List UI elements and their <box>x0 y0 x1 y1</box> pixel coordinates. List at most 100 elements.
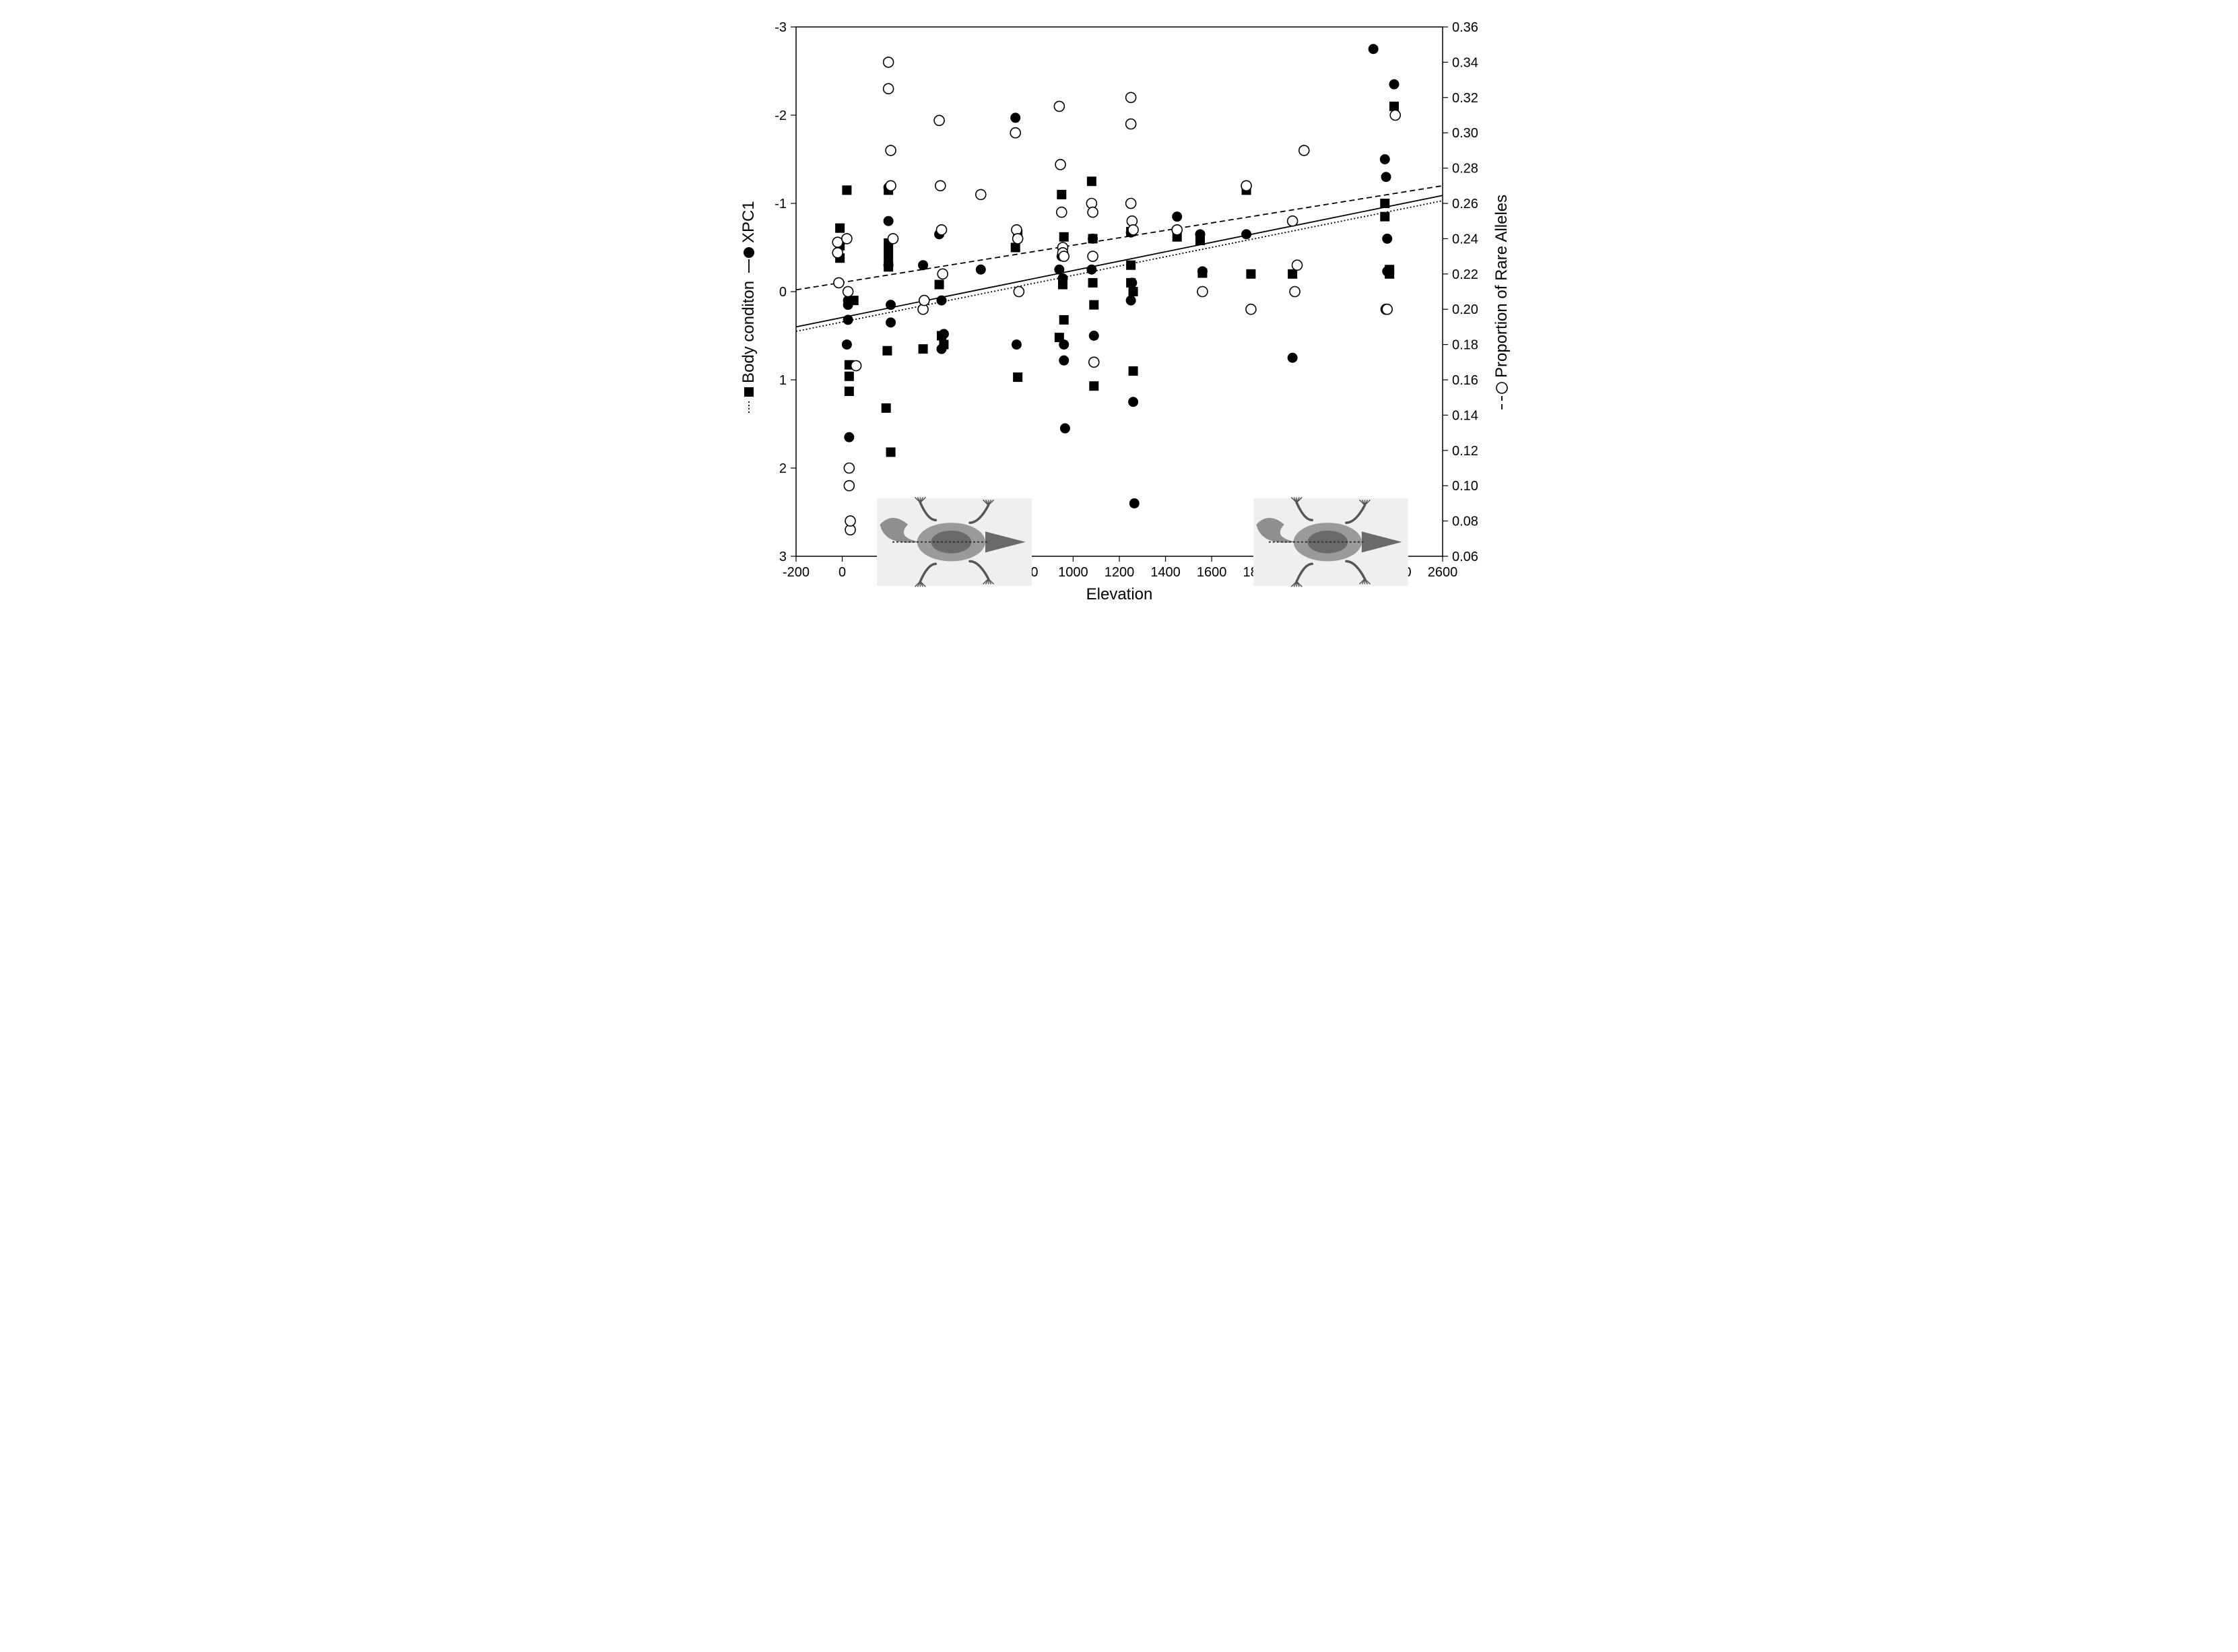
point-xpc1 <box>1368 44 1378 54</box>
point-body-condition <box>881 403 890 413</box>
point-rare-alleles <box>1197 287 1207 297</box>
point-body-condition <box>1380 199 1389 208</box>
point-rare-alleles <box>1287 216 1297 226</box>
point-xpc1 <box>1379 154 1389 164</box>
point-body-condition <box>1013 372 1022 382</box>
x-tick-label: 1600 <box>1196 565 1226 580</box>
point-body-condition <box>1126 261 1136 270</box>
point-xpc1 <box>1011 339 1021 350</box>
point-body-condition <box>886 447 895 457</box>
point-rare-alleles <box>888 234 898 244</box>
point-xpc1 <box>1381 172 1391 182</box>
x-tick-label: 1400 <box>1150 565 1181 580</box>
point-rare-alleles <box>883 57 893 67</box>
point-xpc1 <box>1057 273 1067 284</box>
point-body-condition <box>934 280 944 290</box>
point-xpc1 <box>883 216 893 226</box>
point-body-condition <box>882 346 892 356</box>
point-body-condition <box>844 387 853 396</box>
yleft-tick-label: -2 <box>775 108 787 123</box>
point-body-condition <box>1059 315 1068 325</box>
lizard-xray-inset <box>1253 497 1408 587</box>
point-rare-alleles <box>1088 207 1098 218</box>
point-xpc1 <box>843 300 853 310</box>
point-rare-alleles <box>1292 260 1302 270</box>
point-xpc1 <box>1197 266 1207 276</box>
point-xpc1 <box>936 296 946 306</box>
yright-tick-label: 0.34 <box>1452 55 1478 70</box>
point-body-condition <box>1089 300 1098 310</box>
point-xpc1 <box>1125 296 1136 306</box>
point-body-condition <box>835 224 845 233</box>
yright-axis-label-group: Proportion of Rare Alleles <box>1492 195 1511 409</box>
point-rare-alleles <box>1088 357 1098 367</box>
legend-circle-open-icon <box>1496 383 1507 393</box>
point-body-condition <box>918 344 927 354</box>
yright-tick-label: 0.16 <box>1452 373 1478 388</box>
point-xpc1 <box>1241 229 1251 239</box>
point-rare-alleles <box>883 84 893 94</box>
point-rare-alleles <box>1014 287 1024 297</box>
point-body-condition <box>1059 232 1068 242</box>
point-rare-alleles <box>1382 304 1392 315</box>
point-xpc1 <box>1172 211 1182 222</box>
x-axis-label: Elevation <box>1086 585 1152 603</box>
yright-tick-label: 0.28 <box>1452 162 1478 176</box>
yleft-tick-label: 1 <box>779 373 786 388</box>
point-rare-alleles <box>1298 145 1309 156</box>
lizard-xray-inset <box>877 497 1032 587</box>
yleft-tick-label: 2 <box>779 461 786 476</box>
point-rare-alleles <box>1059 251 1069 261</box>
x-tick-label: 1200 <box>1104 565 1134 580</box>
point-xpc1 <box>886 317 896 327</box>
yright-tick-label: 0.12 <box>1452 444 1478 459</box>
legend-circle-filled-icon <box>744 247 754 258</box>
point-body-condition <box>1380 212 1389 222</box>
yleft-tick-label: -1 <box>775 197 787 211</box>
point-xpc1 <box>1088 234 1098 244</box>
point-rare-alleles <box>1125 92 1136 102</box>
yright-tick-label: 0.20 <box>1452 302 1478 317</box>
point-xpc1 <box>1129 498 1139 508</box>
point-xpc1 <box>1382 234 1392 244</box>
point-body-condition <box>1128 366 1138 376</box>
point-xpc1 <box>1059 424 1069 434</box>
point-rare-alleles <box>845 516 855 526</box>
point-xpc1 <box>841 339 851 350</box>
yright-tick-label: 0.30 <box>1452 126 1478 141</box>
point-rare-alleles <box>843 287 853 297</box>
yright-tick-label: 0.22 <box>1452 267 1478 282</box>
point-rare-alleles <box>1172 225 1182 235</box>
point-xpc1 <box>938 329 948 339</box>
yleft-axis-label-group: Body conditonXPC1 <box>739 201 758 413</box>
point-rare-alleles <box>934 115 944 125</box>
point-xpc1 <box>883 260 893 270</box>
point-xpc1 <box>1389 79 1399 90</box>
point-rare-alleles <box>937 269 948 279</box>
point-xpc1 <box>1128 397 1138 407</box>
point-body-condition <box>842 185 851 195</box>
point-rare-alleles <box>1390 110 1400 121</box>
yleft-tick-label: 3 <box>779 550 786 564</box>
yright-tick-label: 0.08 <box>1452 515 1478 529</box>
point-xpc1 <box>1054 265 1064 275</box>
x-tick-label: 1000 <box>1058 565 1088 580</box>
point-xpc1 <box>1127 277 1137 288</box>
point-rare-alleles <box>1245 304 1255 315</box>
point-body-condition <box>1389 102 1399 111</box>
point-rare-alleles <box>832 248 843 258</box>
point-xpc1 <box>1382 266 1392 276</box>
point-body-condition <box>1057 190 1066 199</box>
yright-label: Proportion of Rare Alleles <box>1492 195 1511 378</box>
point-xpc1 <box>844 432 854 442</box>
chart-container: -200020040060080010001200140016001800200… <box>715 13 1523 610</box>
point-xpc1 <box>1287 353 1297 363</box>
point-xpc1 <box>1059 339 1069 350</box>
yright-tick-label: 0.18 <box>1452 338 1478 353</box>
point-rare-alleles <box>832 237 843 247</box>
yright-tick-label: 0.26 <box>1452 197 1478 211</box>
yright-tick-label: 0.24 <box>1452 232 1478 246</box>
yleft-label-xpc: XPC1 <box>739 201 758 243</box>
point-body-condition <box>1010 243 1020 253</box>
point-body-condition <box>884 247 893 257</box>
